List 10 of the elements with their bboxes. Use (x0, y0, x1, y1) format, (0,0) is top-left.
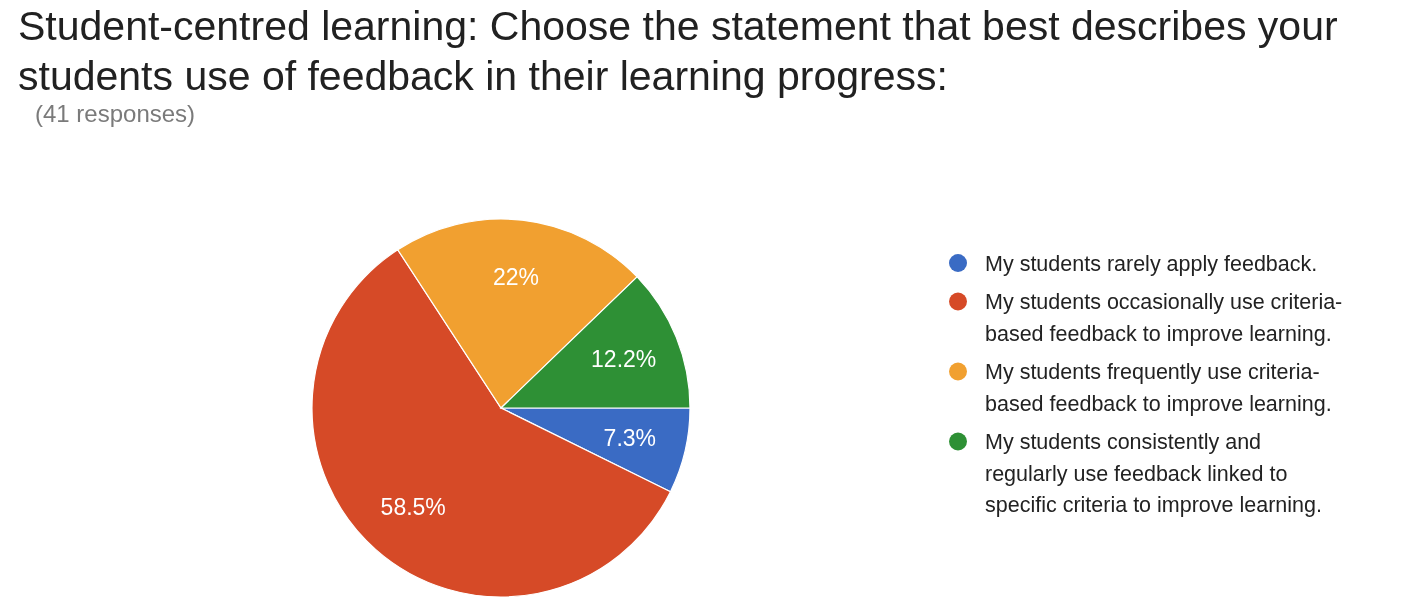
legend-label: My students rarely apply feedback. (985, 251, 1318, 276)
data-label: 7.3% (603, 425, 657, 452)
legend-label: My students consistently and regularly use feedback linked to specific criteria to improve learning. (985, 430, 1322, 518)
legend-label: My students occasionally use criteria-based feedback to improve learning. (985, 290, 1343, 346)
chart-title: Student-centred learning: Choose the statement that best describes your students use of feedback in their learning progress: (18, 3, 1338, 99)
data-label: 12.2% (591, 345, 657, 372)
data-label: 58.5% (380, 494, 446, 521)
text: (41 responses) (35, 100, 196, 127)
legend-label: My students frequently use criteria-based feedback to improve learning. (985, 360, 1332, 416)
data-label: 22% (492, 263, 539, 290)
